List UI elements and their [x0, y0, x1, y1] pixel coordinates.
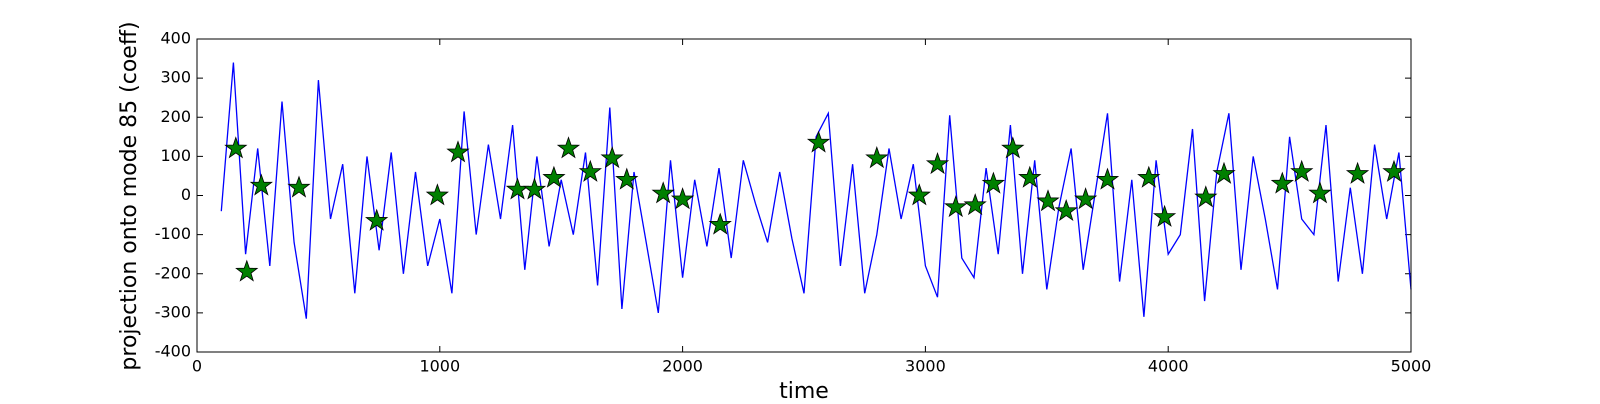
star-marker — [1018, 165, 1042, 188]
x-axis-label: time — [779, 379, 829, 400]
star-marker — [1001, 136, 1025, 159]
star-marker — [1054, 198, 1078, 221]
y-tick-label: 300 — [160, 68, 191, 87]
star-marker — [556, 136, 581, 159]
y-tick-label: 100 — [160, 146, 191, 165]
star-marker — [224, 136, 248, 159]
star-marker — [907, 183, 931, 206]
star-marker — [981, 171, 1005, 194]
star-marker — [865, 146, 889, 169]
plot-frame — [196, 38, 1412, 353]
star-marker — [522, 177, 547, 200]
star-marker — [1382, 159, 1406, 182]
star-marker — [1212, 161, 1236, 184]
star-marker — [651, 181, 675, 204]
y-tick-label: -200 — [155, 263, 191, 282]
x-tick-label: 3000 — [905, 357, 946, 376]
star-marker — [925, 151, 950, 175]
star-marker — [600, 146, 624, 169]
star-marker — [1345, 161, 1370, 184]
star-marker — [1308, 181, 1332, 204]
star-marker — [446, 140, 470, 163]
star-marker — [1036, 189, 1060, 212]
x-tick-label: 1000 — [419, 357, 460, 376]
x-tick-label: 5000 — [1391, 357, 1432, 376]
star-marker — [542, 165, 566, 188]
star-marker — [1290, 159, 1314, 182]
x-tick-label: 0 — [192, 357, 202, 376]
star-marker — [578, 159, 602, 182]
star-marker — [963, 193, 987, 216]
star-marker — [1074, 187, 1098, 210]
star-marker — [708, 212, 732, 235]
star-marker — [1095, 167, 1120, 190]
star-marker — [1152, 204, 1177, 227]
star-marker — [670, 187, 695, 210]
data-line — [220, 62, 1412, 319]
star-marker — [287, 175, 311, 198]
star-marker — [235, 259, 259, 282]
y-tick-label: 200 — [160, 107, 191, 126]
star-marker — [425, 183, 449, 206]
star-marker — [365, 208, 389, 231]
y-tick-label: -300 — [155, 302, 191, 321]
y-tick-label: -400 — [155, 342, 191, 361]
y-tick-label: -100 — [155, 224, 191, 243]
x-tick-label: 4000 — [1148, 357, 1189, 376]
x-tick-label: 2000 — [662, 357, 703, 376]
y-tick-label: 0 — [181, 185, 191, 204]
star-marker — [1137, 165, 1161, 188]
star-marker — [944, 194, 968, 218]
star-marker — [615, 167, 639, 190]
star-marker — [1270, 171, 1294, 194]
star-marker — [806, 130, 831, 153]
y-tick-label: 400 — [160, 29, 191, 48]
star-marker — [1194, 185, 1218, 208]
star-marker — [249, 173, 273, 196]
y-axis-label: projection onto mode 85 (coeff) — [117, 21, 142, 370]
